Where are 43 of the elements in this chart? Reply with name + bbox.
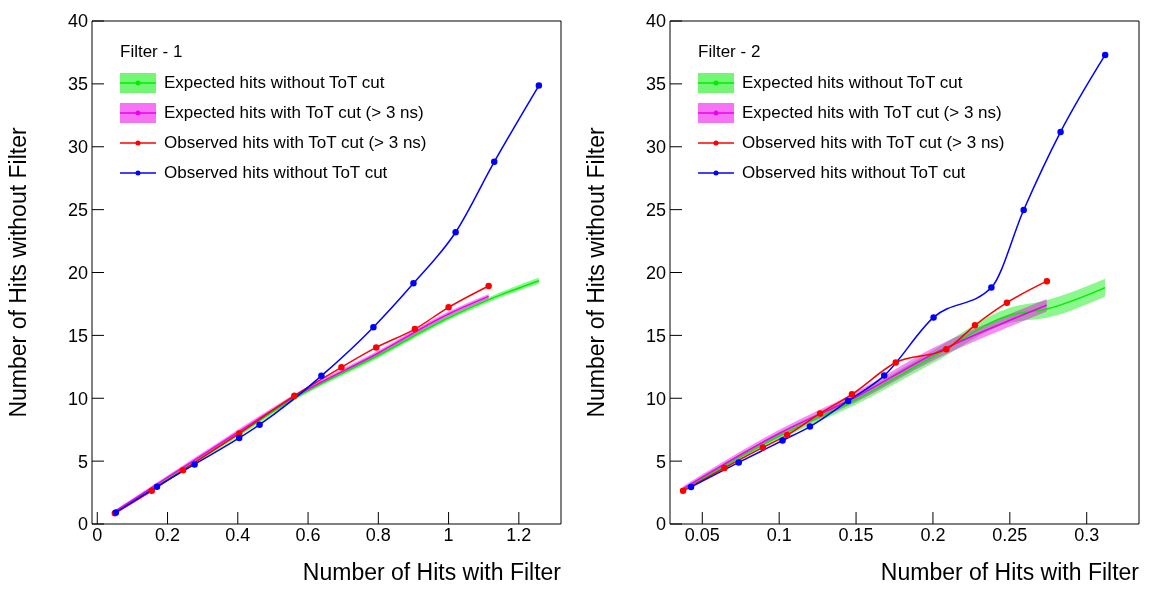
y-tick-label: 5 <box>655 451 666 472</box>
y-tick-label: 35 <box>67 74 88 95</box>
x-tick-label: 0.8 <box>365 524 391 545</box>
legend-label: Observed hits without ToT cut <box>742 163 966 183</box>
legend-label: Expected hits without ToT cut <box>164 73 385 93</box>
x-tick-label: 0.2 <box>920 524 946 545</box>
y-tick-label: 25 <box>67 200 88 221</box>
y-tick-label: 30 <box>67 137 88 158</box>
legend-label: Observed hits without ToT cut <box>164 163 388 183</box>
x-tick-label: 0.4 <box>225 524 251 545</box>
y-tick-label: 30 <box>645 137 666 158</box>
x-tick-label: 0.15 <box>838 524 874 545</box>
x-tick-label: 0.6 <box>295 524 321 545</box>
legend-label: Expected hits without ToT cut <box>742 73 963 93</box>
legend-label: Observed hits with ToT cut (> 3 ns) <box>742 133 1005 153</box>
y-tick-label: 5 <box>77 451 88 472</box>
y-tick-label: 40 <box>67 11 88 32</box>
y-tick-label: 35 <box>645 74 666 95</box>
y-tick-label: 15 <box>645 325 666 346</box>
x-tick-label: 1.2 <box>506 524 532 545</box>
legend-label: Observed hits with ToT cut (> 3 ns) <box>164 133 427 153</box>
y-tick-label: 20 <box>645 262 666 283</box>
y-tick-label: 40 <box>645 11 666 32</box>
legend-label: Expected hits with ToT cut (> 3 ns) <box>742 103 1002 123</box>
x-tick-label: 1 <box>443 524 454 545</box>
x-tick-label: 0.2 <box>155 524 181 545</box>
legend-title: Filter - 1 <box>120 42 184 62</box>
x-tick-label: 0 <box>92 524 103 545</box>
x-tick-label: 0.05 <box>684 524 720 545</box>
x-tick-label: 0.25 <box>992 524 1028 545</box>
legend-label: Expected hits with ToT cut (> 3 ns) <box>164 103 424 123</box>
y-tick-label: 15 <box>67 325 88 346</box>
y-tick-label: 25 <box>645 200 666 221</box>
x-tick-label: 0.3 <box>1074 524 1100 545</box>
legend-title: Filter - 2 <box>698 42 762 62</box>
y-axis-title: Number of Hits without Filter <box>583 127 610 418</box>
y-axis-title: Number of Hits without Filter <box>5 127 32 418</box>
y-tick-label: 10 <box>645 388 666 409</box>
y-tick-label: 10 <box>67 388 88 409</box>
x-tick-label: 0.1 <box>766 524 792 545</box>
y-tick-label: 20 <box>67 262 88 283</box>
x-axis-title: Number of Hits with Filter <box>880 559 1140 585</box>
x-axis-title: Number of Hits with Filter <box>302 559 562 585</box>
